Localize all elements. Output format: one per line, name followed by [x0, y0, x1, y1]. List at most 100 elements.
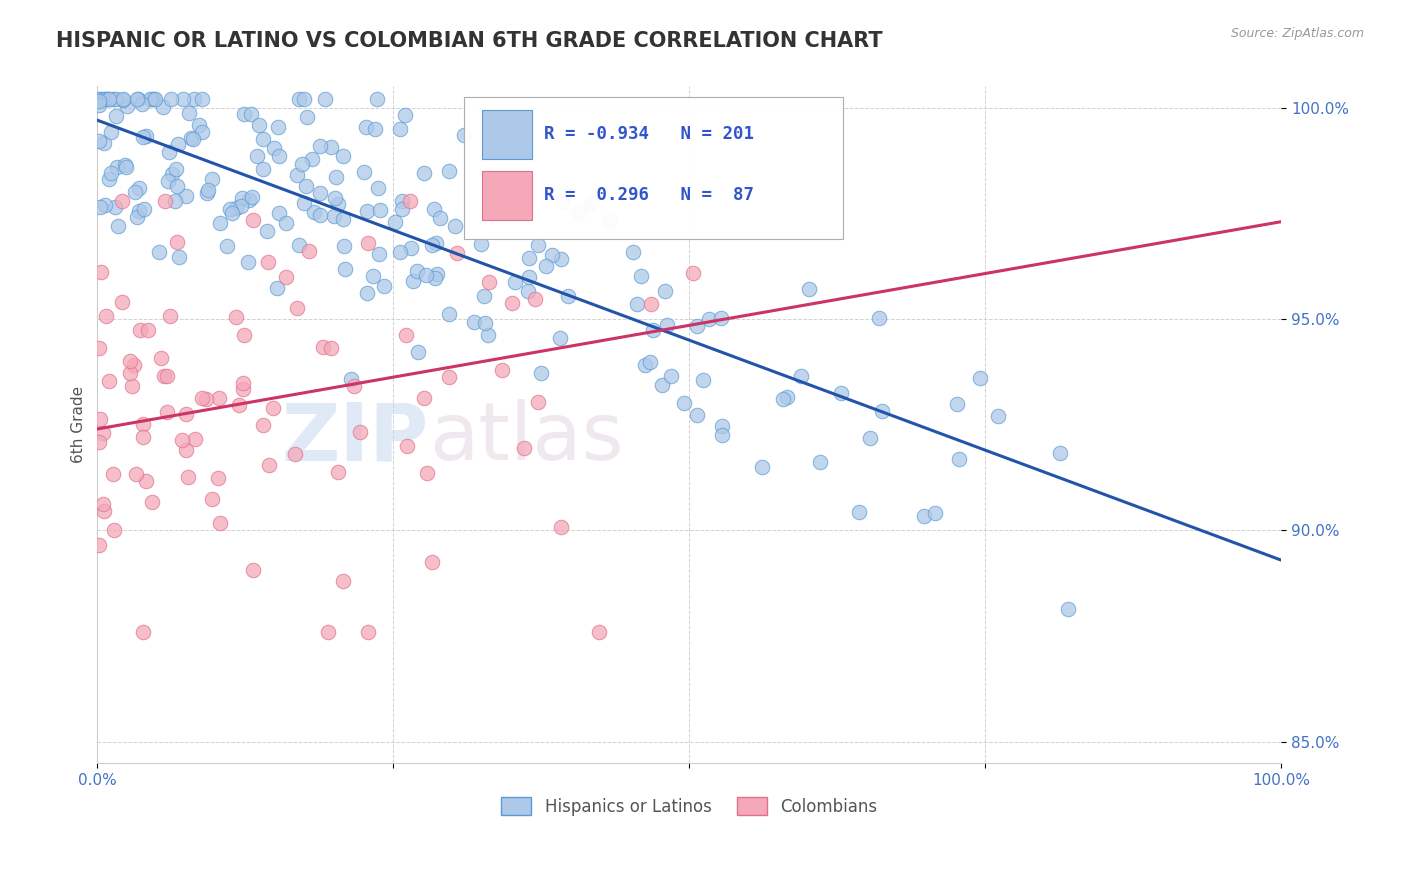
Point: [437, 164, 460, 178]
Point: [233, 327, 256, 342]
Point: [195, 392, 218, 406]
Point: [709, 311, 731, 326]
Point: [267, 120, 290, 134]
Point: [588, 625, 610, 640]
Point: [111, 295, 134, 310]
Point: [437, 370, 460, 384]
Point: [274, 269, 297, 284]
Point: [697, 312, 720, 326]
Point: [93, 198, 115, 212]
Point: [295, 178, 318, 193]
Point: [101, 92, 124, 106]
Point: [368, 202, 391, 217]
Point: [232, 376, 254, 391]
Point: [120, 354, 142, 368]
Point: [285, 169, 308, 183]
Point: [187, 119, 209, 133]
Point: [132, 130, 155, 145]
Point: [429, 211, 451, 226]
Point: [673, 396, 696, 410]
Point: [439, 307, 461, 321]
Point: [474, 317, 496, 331]
Point: [332, 212, 354, 227]
Legend: Hispanics or Latinos, Colombians: Hispanics or Latinos, Colombians: [495, 790, 884, 822]
Point: [247, 118, 270, 132]
Point: [557, 289, 579, 303]
Text: Source: ZipAtlas.com: Source: ZipAtlas.com: [1230, 27, 1364, 40]
Point: [1049, 446, 1071, 460]
Point: [184, 432, 207, 446]
Point: [238, 193, 260, 207]
Point: [394, 327, 416, 342]
Point: [132, 417, 155, 431]
Point: [153, 194, 176, 208]
Point: [232, 107, 254, 121]
Point: [356, 204, 378, 219]
Point: [394, 108, 416, 122]
Point: [710, 418, 733, 433]
Point: [90, 265, 112, 279]
Point: [143, 92, 166, 106]
Point: [477, 328, 499, 343]
Point: [172, 92, 194, 106]
Point: [167, 136, 190, 151]
Point: [530, 367, 553, 381]
Point: [104, 109, 127, 123]
Point: [353, 165, 375, 179]
Point: [89, 200, 111, 214]
Point: [94, 309, 117, 323]
Point: [373, 279, 395, 293]
Point: [634, 359, 657, 373]
Point: [446, 246, 468, 260]
Point: [325, 169, 347, 184]
Point: [406, 344, 429, 359]
Point: [166, 178, 188, 193]
Point: [621, 244, 644, 259]
Point: [152, 100, 174, 114]
Point: [132, 625, 155, 640]
Point: [356, 120, 378, 135]
Point: [309, 139, 332, 153]
Point: [322, 209, 344, 223]
Point: [332, 574, 354, 588]
Point: [295, 110, 318, 124]
Point: [682, 266, 704, 280]
Point: [91, 497, 114, 511]
Point: [267, 206, 290, 220]
Point: [551, 194, 574, 208]
Point: [654, 284, 676, 298]
Point: [257, 458, 280, 472]
Point: [159, 92, 181, 106]
FancyBboxPatch shape: [464, 96, 844, 239]
Point: [225, 201, 247, 215]
Point: [231, 191, 253, 205]
Point: [292, 195, 315, 210]
Point: [228, 398, 250, 412]
Point: [692, 373, 714, 387]
Point: [183, 92, 205, 106]
Point: [519, 270, 541, 285]
Point: [221, 206, 243, 220]
Point: [177, 470, 200, 484]
Point: [143, 92, 166, 106]
Point: [924, 506, 946, 520]
Point: [153, 368, 176, 383]
Point: [111, 92, 134, 106]
Point: [292, 92, 315, 106]
Point: [363, 122, 385, 136]
Point: [207, 470, 229, 484]
Point: [104, 200, 127, 214]
Point: [232, 382, 254, 396]
Point: [453, 128, 475, 142]
Point: [190, 92, 212, 106]
Point: [87, 435, 110, 450]
Point: [630, 268, 652, 283]
Point: [87, 92, 110, 106]
Point: [912, 509, 935, 524]
Point: [208, 216, 231, 230]
Point: [124, 185, 146, 199]
Point: [503, 275, 526, 289]
Point: [87, 98, 110, 112]
Point: [527, 394, 550, 409]
Text: R = -0.934   N = 201: R = -0.934 N = 201: [544, 125, 754, 143]
